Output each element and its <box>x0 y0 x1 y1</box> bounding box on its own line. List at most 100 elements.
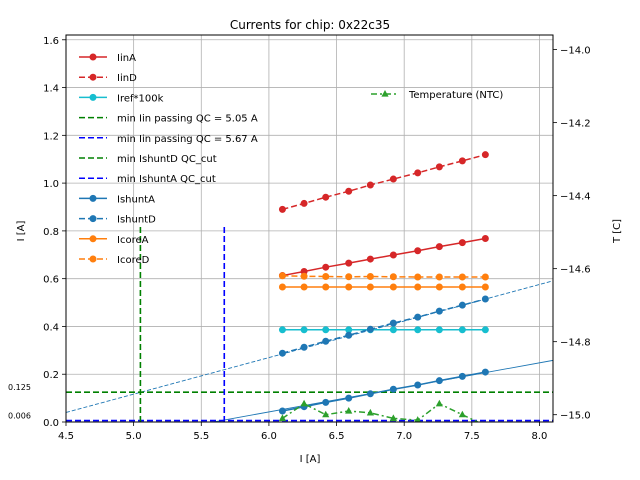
point-iref-100k <box>322 326 330 334</box>
point-ishunta <box>458 372 466 380</box>
y2-tick-label: −14.0 <box>560 46 591 57</box>
y2-tick-label: −14.4 <box>560 192 591 203</box>
point-ishunta <box>481 368 489 376</box>
x-tick-label: 5.0 <box>126 431 142 442</box>
point-iref-100k <box>458 326 466 334</box>
series-line-iina <box>282 237 486 277</box>
legend-label-iref-100k: Iref*100k <box>117 93 164 104</box>
y-tick-label: 0.0 <box>43 418 59 429</box>
y-tick-label: 0.2 <box>43 370 59 381</box>
y2-tick-label: −14.8 <box>560 338 591 349</box>
series-line-ishuntd <box>282 298 486 354</box>
x-tick-label: 6.5 <box>329 431 345 442</box>
legend-marker-iind <box>89 73 97 81</box>
point-temperature-ntc- <box>366 408 374 416</box>
point-iref-100k <box>435 326 443 334</box>
point-iind <box>414 169 422 177</box>
point-temperature-ntc- <box>414 416 421 422</box>
point-ishunta <box>278 407 286 415</box>
point-icorea <box>278 283 286 291</box>
point-iref-100k <box>481 326 489 334</box>
point-iind <box>322 193 330 201</box>
point-iina <box>366 255 374 263</box>
y2-tick-label: −15.0 <box>560 411 591 422</box>
point-icored <box>300 272 308 280</box>
point-iina <box>322 263 330 271</box>
hline-value-label: 0.006 <box>8 412 31 421</box>
point-ishunta <box>435 377 443 385</box>
point-temperature-ntc- <box>435 399 443 407</box>
point-ishunta <box>414 381 422 389</box>
point-iind <box>278 205 286 213</box>
point-icored <box>389 273 397 281</box>
legend-label-min-ishuntd-qc-cut: min IshuntD QC_cut <box>117 154 217 165</box>
x-axis-label: I [A] <box>300 454 321 465</box>
point-temperature-ntc- <box>278 414 287 421</box>
point-temperature-ntc- <box>458 410 466 418</box>
point-ishunta <box>322 398 330 406</box>
legend-label-iind: IinD <box>117 73 137 84</box>
series-line-iind <box>282 153 486 211</box>
y-tick-label: 1.0 <box>43 179 59 190</box>
legend-marker-iina <box>89 53 97 61</box>
point-ishuntd <box>389 319 397 327</box>
chart-title: Currents for chip: 0x22c35 <box>230 18 390 32</box>
point-iind <box>435 163 443 171</box>
point-icorea <box>414 283 422 291</box>
point-ishuntd <box>414 313 422 321</box>
legend: IinA IinD Iref*100k min Iin passing QC = 5.… <box>79 53 258 266</box>
point-temperature-ntc- <box>300 399 308 407</box>
legend-marker-icored <box>89 255 97 263</box>
x-tick-label: 8.0 <box>532 431 548 442</box>
plot-data <box>66 151 553 422</box>
hline-value-label: 0.125 <box>8 383 31 392</box>
y-tick-label: 1.4 <box>43 84 59 95</box>
point-iind <box>366 181 374 189</box>
point-icored <box>345 273 353 281</box>
point-iref-100k <box>300 326 308 334</box>
point-iina <box>435 243 443 251</box>
point-iind <box>389 175 397 183</box>
x-tick-label: 7.0 <box>396 431 412 442</box>
point-icorea <box>481 283 489 291</box>
fit-line-ishuntd-fit <box>66 280 553 413</box>
y2-tick-label: −14.2 <box>560 119 591 130</box>
point-ishunta <box>345 394 353 402</box>
legend-label-temperature-ntc-: Temperature (NTC) <box>408 90 503 101</box>
legend-label-min-iin-passing-qc-5-67-a: min Iin passing QC = 5.67 A <box>117 134 258 145</box>
plot-frame <box>65 34 554 423</box>
point-ishuntd <box>435 307 443 315</box>
point-iref-100k <box>278 326 286 334</box>
x-tick-label: 5.5 <box>193 431 209 442</box>
series-line-temperature-ntc- <box>282 402 480 422</box>
point-iind <box>458 157 466 165</box>
point-ishuntd <box>300 343 308 351</box>
point-icorea <box>345 283 353 291</box>
point-icored <box>458 273 466 281</box>
plot-area: 4.5 5.0 5.5 6.0 6.5 7.0 7.5 8.0 0.0 0.2 0.4 0.6 0.8 1… <box>8 34 591 442</box>
point-ishuntd <box>458 301 466 309</box>
x-tick-label: 6.0 <box>261 431 277 442</box>
point-iind <box>300 199 308 207</box>
point-icorea <box>389 283 397 291</box>
point-iina <box>389 251 397 259</box>
legend-marker-iref-100k <box>89 93 97 101</box>
legend-temperature: Temperature (NTC) <box>371 90 503 101</box>
point-temperature-ntc- <box>345 407 353 414</box>
point-icorea <box>300 283 308 291</box>
point-temperature-ntc- <box>322 410 330 418</box>
y-tick-label: 0.6 <box>43 275 59 286</box>
legend-marker-icorea <box>89 235 97 243</box>
point-icorea <box>366 283 374 291</box>
point-iref-100k <box>389 326 397 334</box>
point-icored <box>322 273 330 281</box>
point-iina <box>481 235 489 243</box>
point-iref-100k <box>414 326 422 334</box>
point-icored <box>366 273 374 281</box>
series-line-icored <box>282 275 486 278</box>
point-iina <box>458 239 466 247</box>
point-ishunta <box>366 390 374 398</box>
point-iind <box>481 151 489 159</box>
